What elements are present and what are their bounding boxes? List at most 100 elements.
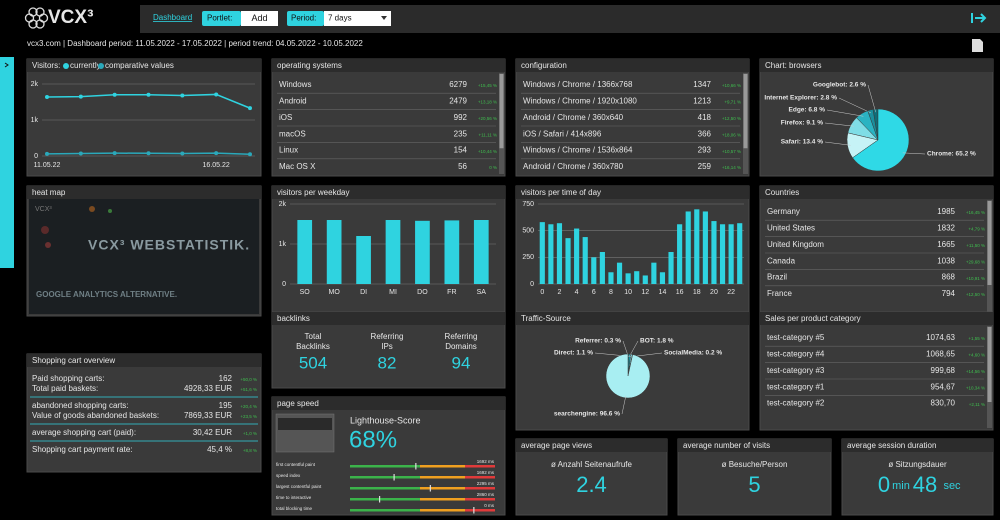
pie-label: Internet Explorer: 2.8 % <box>764 95 837 102</box>
leader-line <box>824 122 854 127</box>
heat-spot <box>45 242 51 248</box>
row-value: 2479 <box>449 97 467 106</box>
metric-poor <box>465 465 495 468</box>
metric-label: largest contentful paint <box>276 484 322 489</box>
leader-line <box>622 340 629 357</box>
row-trend: +1,55 % <box>968 336 985 341</box>
panel <box>515 185 750 317</box>
row-value: 1665 <box>937 240 955 249</box>
backlink-label: Referring <box>371 332 404 341</box>
x-tick-label: 12 <box>641 289 649 296</box>
kpi-label: ø Sitzungsdauer <box>888 460 947 469</box>
panel-header <box>272 397 505 410</box>
row-trend: +16,14 % <box>722 165 741 170</box>
data-point <box>45 94 49 99</box>
panel-title: Sales per product category <box>765 314 861 323</box>
score-label: Lighthouse-Score <box>350 415 421 425</box>
y-tick-label: 2k <box>31 81 39 88</box>
row-value: 1038 <box>937 256 955 265</box>
row-value: 154 <box>454 146 468 155</box>
logout-icon[interactable] <box>971 13 987 23</box>
bar <box>685 211 691 284</box>
data-point <box>112 92 117 97</box>
row-trend: +10,91 % <box>966 276 985 281</box>
period-select[interactable] <box>324 11 391 26</box>
data-point <box>78 151 83 156</box>
bar <box>608 272 614 284</box>
panel-title: Chart: browsers <box>765 61 821 70</box>
row-trend: +10,57 % <box>722 149 741 154</box>
pdf-icon[interactable] <box>972 39 983 52</box>
panel-header <box>272 59 505 72</box>
bar <box>591 257 597 284</box>
row-value: 794 <box>942 289 956 298</box>
row-label: macOS <box>279 129 306 138</box>
row-trend: +29,68 % <box>966 259 985 264</box>
panel-title: Shopping cart overview <box>32 356 115 365</box>
data-point <box>180 151 185 156</box>
x-tick-label: 2 <box>558 289 562 296</box>
row-label: iOS / Safari / 414x896 <box>523 129 602 138</box>
x-tick-label: SO <box>300 289 311 296</box>
row-label: Windows / Chrome / 1366x768 <box>523 80 633 89</box>
row-label: France <box>767 289 792 298</box>
heat-spot <box>41 226 49 234</box>
bar <box>444 220 460 284</box>
cart-label: abandoned shopping carts: <box>32 401 129 410</box>
row-label: Android <box>279 97 307 106</box>
metric-value: 2860 ms <box>477 492 495 497</box>
row-value: 1068,65 <box>926 350 955 359</box>
row-trend: +12,50 % <box>966 292 985 297</box>
bar <box>385 220 401 284</box>
bar <box>473 220 489 284</box>
heatmap-tagline: GOOGLE ANALYTICS ALTERNATIVE. <box>36 290 177 299</box>
row-trend: +11,11 % <box>479 132 497 137</box>
row-trend: +9,71 % <box>724 100 741 105</box>
row-label: test-category #4 <box>767 350 825 359</box>
add-button[interactable] <box>241 11 278 26</box>
metric-average <box>420 487 465 490</box>
add-button-label[interactable]: Add <box>251 13 267 23</box>
y-tick-label: 0 <box>34 153 38 160</box>
row-label: Canada <box>767 256 796 265</box>
page-thumbnail-content <box>278 418 332 430</box>
x-tick-label: MO <box>329 289 341 296</box>
sidebar-toggle[interactable] <box>0 57 14 268</box>
bar <box>582 237 588 284</box>
leader-line <box>824 141 851 146</box>
row-label: Android / Chrome / 360x780 <box>523 162 624 171</box>
bar <box>702 211 708 284</box>
kpi-label: ø Anzahl Seitenaufrufe <box>551 460 632 469</box>
bar <box>326 220 342 284</box>
data-point <box>214 151 219 156</box>
nav-link[interactable]: Dashboard <box>153 13 192 22</box>
pie-label: Chrome: 65.2 % <box>927 151 976 158</box>
leader-line <box>838 97 872 114</box>
bar <box>668 252 674 284</box>
y-tick-label: 250 <box>522 254 534 261</box>
panel <box>759 311 994 431</box>
kpi-label: ø Besuche/Person <box>722 460 788 469</box>
kpi-value: 5 <box>748 472 760 497</box>
cart-trend: +8,8 % <box>243 448 257 453</box>
period-value[interactable]: 7 days <box>328 14 352 23</box>
backlink-value: 94 <box>452 353 471 372</box>
heatmap-image <box>29 199 259 314</box>
metric-marker <box>379 496 381 503</box>
bar <box>616 262 623 284</box>
x-tick-label: DO <box>417 289 428 296</box>
row-trend: +18,06 % <box>722 132 741 137</box>
top-bar <box>140 5 1000 33</box>
data-point <box>146 92 151 97</box>
row-value: 1213 <box>693 97 711 106</box>
portlet-label: Portlet: <box>207 14 232 23</box>
pie-label: Googlebot: 2.6 % <box>813 82 866 89</box>
bar <box>711 221 717 284</box>
legend-label: comparative values <box>105 61 174 70</box>
data-point <box>112 151 117 156</box>
cart-value: 30,42 EUR <box>193 428 232 437</box>
backlink-value: 504 <box>299 353 327 372</box>
cart-trend: +23,5 % <box>240 414 257 419</box>
metric-good <box>350 465 420 468</box>
